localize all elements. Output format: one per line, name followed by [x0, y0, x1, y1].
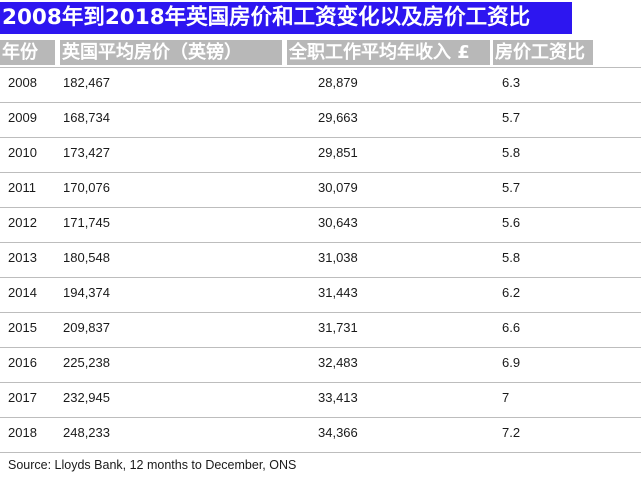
table-row: 2012 171,745 30,643 5.6 — [0, 207, 641, 242]
table-row: 2008 182,467 28,879 6.3 — [0, 67, 641, 102]
table-row: 2010 173,427 29,851 5.8 — [0, 137, 641, 172]
cell-house-price: 248,233 — [63, 425, 110, 440]
cell-year: 2011 — [8, 180, 36, 195]
cell-year: 2012 — [8, 215, 37, 230]
table-row: 2011 170,076 30,079 5.7 — [0, 172, 641, 207]
cell-annual-income: 31,731 — [318, 320, 358, 335]
cell-house-price: 232,945 — [63, 390, 110, 405]
cell-house-price: 180,548 — [63, 250, 110, 265]
cell-annual-income: 32,483 — [318, 355, 358, 370]
source-note: Source: Lloyds Bank, 12 months to Decemb… — [8, 458, 297, 472]
cell-ratio: 7 — [502, 390, 510, 405]
cell-annual-income: 29,851 — [318, 145, 358, 160]
cell-ratio: 5.8 — [502, 145, 521, 160]
cell-year: 2014 — [8, 285, 37, 300]
cell-annual-income: 28,879 — [318, 75, 358, 90]
table-row: 2013 180,548 31,038 5.8 — [0, 242, 641, 277]
cell-ratio: 7.2 — [502, 425, 521, 440]
cell-year: 2015 — [8, 320, 37, 335]
cell-house-price: 168,734 — [63, 110, 110, 125]
cell-house-price: 173,427 — [63, 145, 110, 160]
cell-year: 2016 — [8, 355, 37, 370]
cell-year: 2017 — [8, 390, 37, 405]
header-annual-income: 全职工作平均年收入 £ — [287, 40, 490, 65]
cell-house-price: 194,374 — [63, 285, 110, 300]
cell-ratio: 5.6 — [502, 215, 521, 230]
cell-ratio: 5.7 — [502, 180, 521, 195]
cell-annual-income: 31,038 — [318, 250, 358, 265]
cell-annual-income: 34,366 — [318, 425, 358, 440]
cell-annual-income: 31,443 — [318, 285, 358, 300]
cell-year: 2013 — [8, 250, 37, 265]
cell-year: 2008 — [8, 75, 37, 90]
cell-year: 2018 — [8, 425, 37, 440]
cell-house-price: 182,467 — [63, 75, 110, 90]
cell-annual-income: 29,663 — [318, 110, 358, 125]
table-row: 2014 194,374 31,443 6.2 — [0, 277, 641, 312]
cell-house-price: 170,076 — [63, 180, 110, 195]
header-price-income-ratio: 房价工资比 — [493, 40, 593, 65]
cell-ratio: 6.3 — [502, 75, 521, 90]
table-row: 2017 232,945 33,413 7 — [0, 382, 641, 417]
cell-annual-income: 30,643 — [318, 215, 358, 230]
cell-annual-income: 33,413 — [318, 390, 358, 405]
cell-ratio: 5.7 — [502, 110, 521, 125]
cell-house-price: 209,837 — [63, 320, 110, 335]
cell-ratio: 6.9 — [502, 355, 521, 370]
header-year: 年份 — [0, 40, 55, 65]
title-bar: 2008年到2018年英国房价和工资变化以及房价工资比 — [0, 0, 641, 37]
cell-house-price: 225,238 — [63, 355, 110, 370]
cell-year: 2009 — [8, 110, 37, 125]
cell-ratio: 5.8 — [502, 250, 521, 265]
table-header: 年份 英国平均房价（英镑） 全职工作平均年收入 £ 房价工资比 — [0, 37, 641, 67]
table-row: 2018 248,233 34,366 7.2 — [0, 417, 641, 452]
table-row: 2016 225,238 32,483 6.9 — [0, 347, 641, 382]
table-title: 2008年到2018年英国房价和工资变化以及房价工资比 — [0, 2, 572, 34]
cell-ratio: 6.2 — [502, 285, 521, 300]
table-row: 2009 168,734 29,663 5.7 — [0, 102, 641, 137]
cell-ratio: 6.6 — [502, 320, 521, 335]
header-house-price: 英国平均房价（英镑） — [60, 40, 282, 65]
cell-year: 2010 — [8, 145, 37, 160]
table-row: 2015 209,837 31,731 6.6 — [0, 312, 641, 347]
cell-house-price: 171,745 — [63, 215, 110, 230]
source-footer: Source: Lloyds Bank, 12 months to Decemb… — [0, 452, 641, 485]
cell-annual-income: 30,079 — [318, 180, 358, 195]
